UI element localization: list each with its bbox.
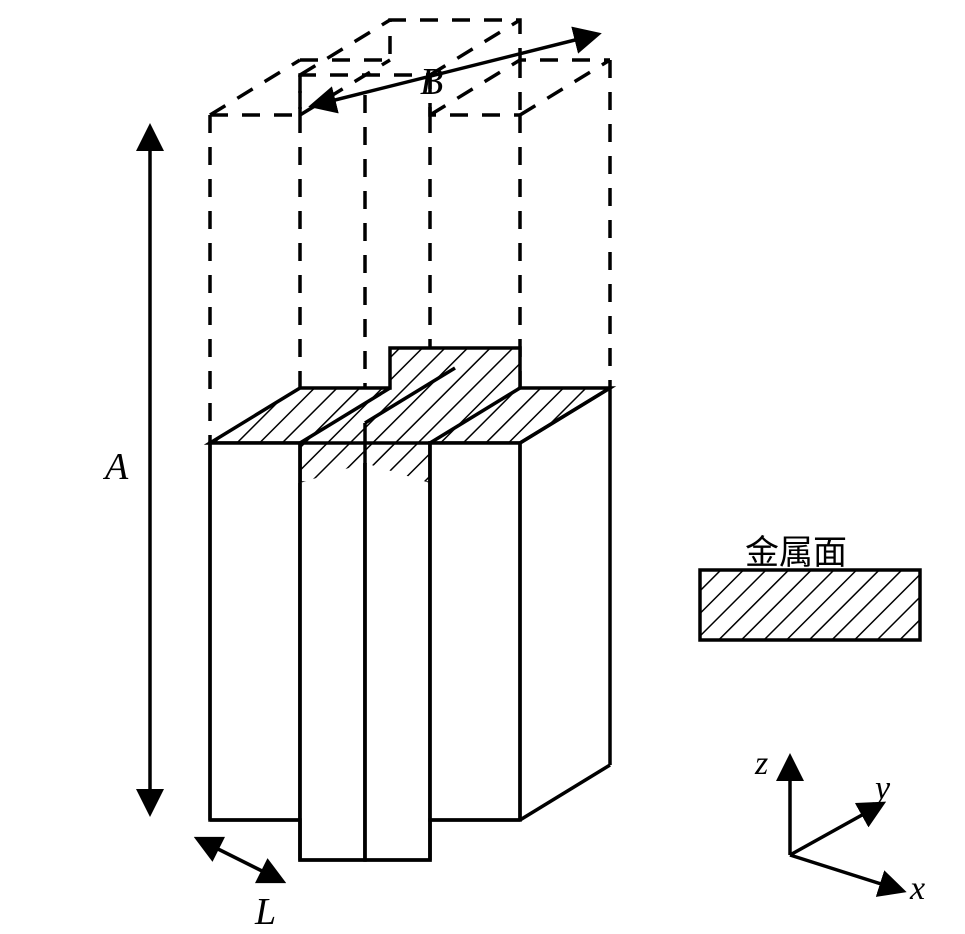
label-A: A bbox=[105, 445, 128, 489]
legend-title: 金属面 bbox=[745, 525, 847, 574]
label-y: y bbox=[875, 770, 890, 808]
label-z: z bbox=[755, 745, 768, 783]
label-x: x bbox=[910, 870, 925, 908]
legend-swatch bbox=[700, 570, 920, 640]
label-B: B bbox=[420, 60, 443, 104]
main-svg bbox=[0, 0, 965, 934]
diagram-root: A B L z y x 金属面 bbox=[0, 0, 965, 934]
label-L: L bbox=[255, 890, 276, 934]
